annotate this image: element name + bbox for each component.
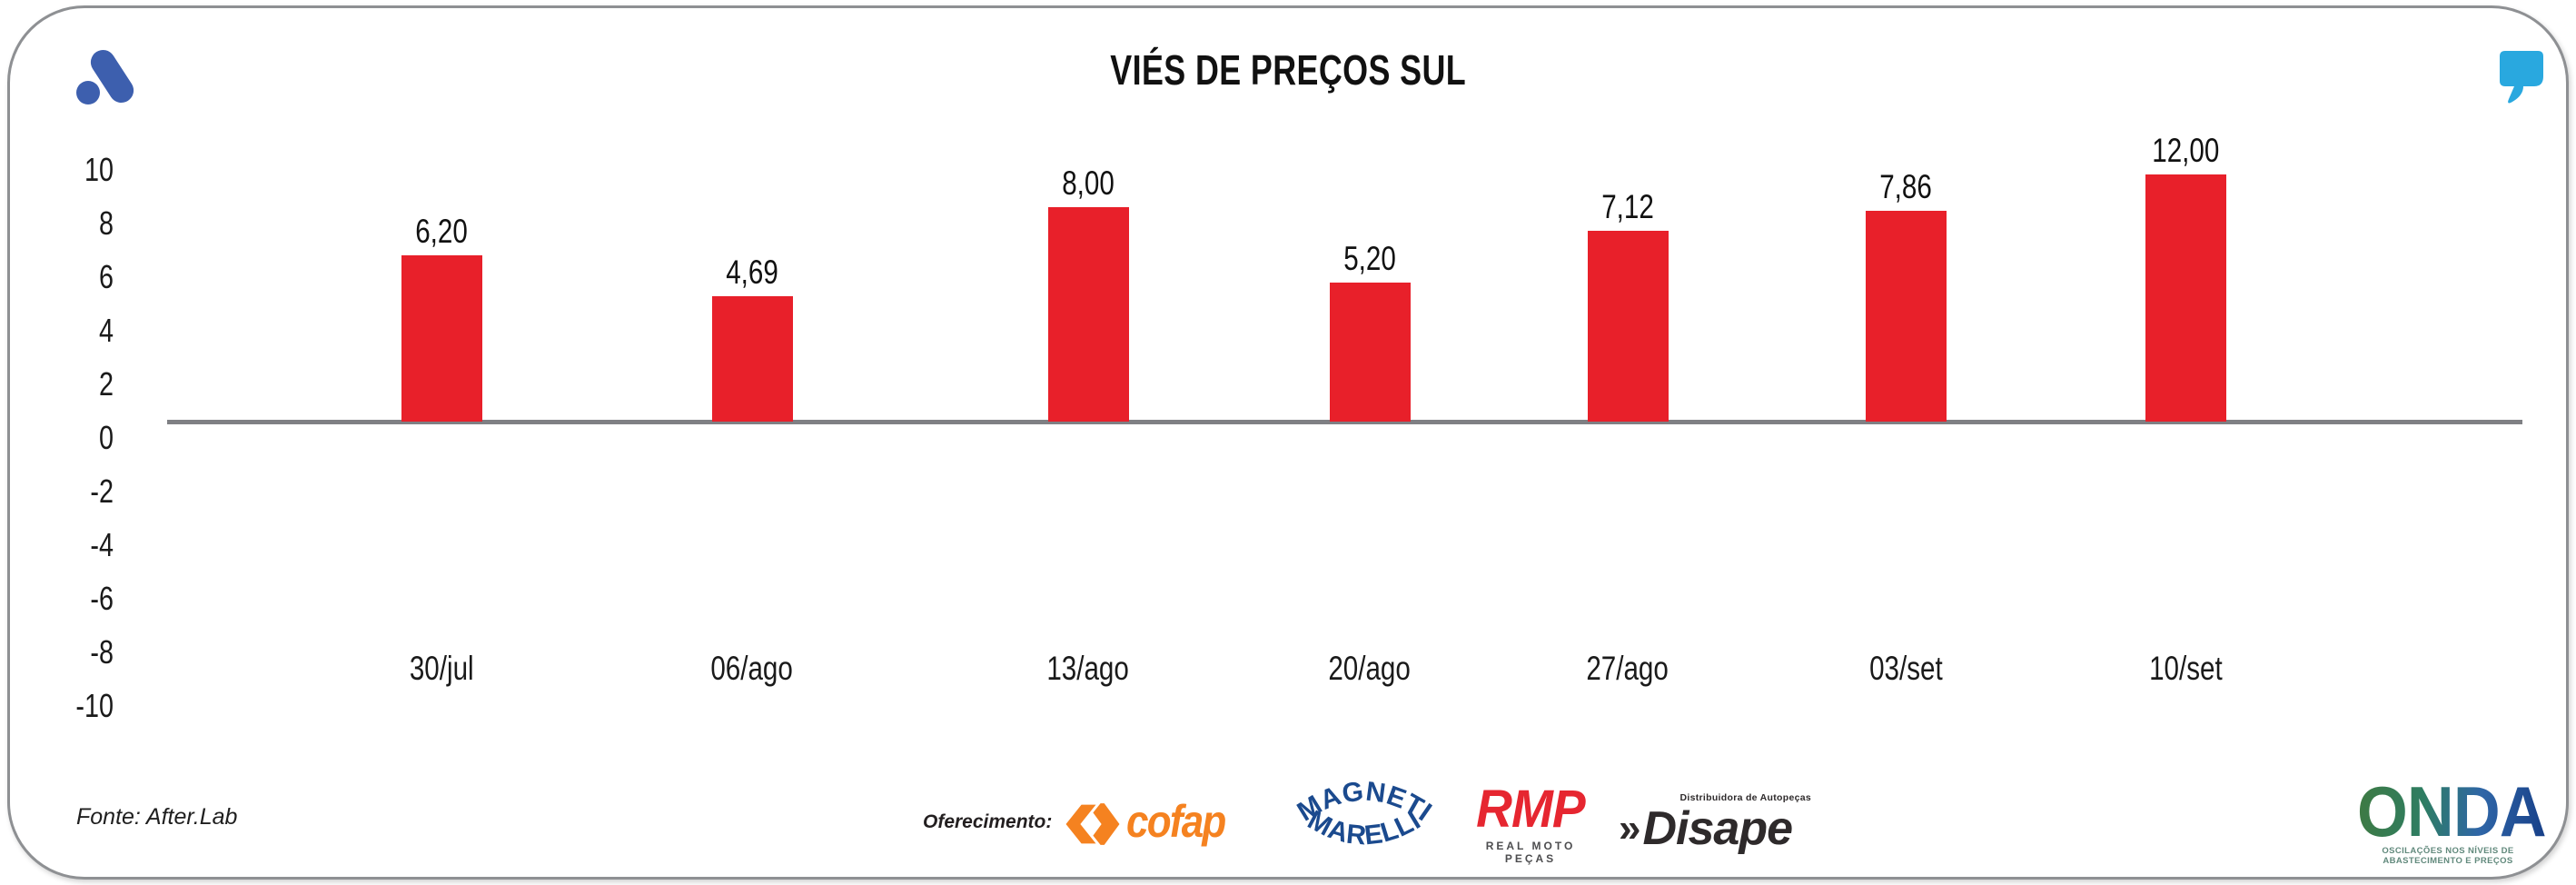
x-axis-label: 10/set — [2148, 650, 2223, 687]
y-axis-tick-label: -4 — [90, 526, 114, 563]
onda-tagline: OSCILAÇÕES NOS NÍVEIS DE ABASTECIMENTO E… — [2382, 846, 2514, 866]
svg-text:MARELLI: MARELLI — [1303, 805, 1426, 851]
x-axis-label: 03/set — [1868, 650, 1943, 687]
y-axis-tick-label: 0 — [98, 419, 114, 456]
y-axis-tick-label: -6 — [90, 580, 114, 617]
rmp-logo: RMP REAL MOTO PEÇAS — [1462, 780, 1599, 866]
rmp-wordmark: RMP — [1476, 780, 1586, 839]
bar-value-label: 5,20 — [1343, 239, 1396, 277]
cofap-logo: cofap — [1126, 796, 1238, 847]
bar-value-label: 7,86 — [1879, 168, 1932, 206]
y-axis-tick-label: 2 — [98, 365, 114, 403]
bar-value-label: 8,00 — [1062, 164, 1115, 202]
disape-guillemets-icon: » — [1619, 806, 1641, 850]
y-axis-tick-label: -10 — [75, 687, 114, 724]
y-axis-tick-label: 6 — [98, 258, 114, 295]
bar — [1587, 230, 1669, 422]
afterlab-logo-icon — [76, 49, 134, 104]
bar — [1329, 282, 1411, 422]
zero-axis-line — [167, 420, 2522, 424]
onda-wordmark: ONDA — [2357, 771, 2547, 851]
x-axis-label: 06/ago — [710, 650, 794, 687]
y-axis-tick-label: -8 — [90, 633, 114, 671]
bar — [1047, 207, 1129, 422]
bar — [401, 255, 482, 422]
page-title: VIÉS DE PREÇOS SUL — [1110, 46, 1466, 94]
x-axis-label: 30/jul — [409, 650, 474, 687]
offering-label: Oferecimento: — [923, 811, 1053, 832]
bar — [2145, 174, 2226, 422]
y-axis-tick-label: -2 — [90, 472, 114, 510]
y-axis-tick-label: 10 — [84, 151, 114, 188]
disape-caption: Distribuidora de Autopeças — [1679, 792, 1811, 803]
x-axis-label: 27/ago — [1586, 650, 1669, 687]
y-axis-tick-label: 8 — [98, 204, 114, 242]
marelli-text: MARELLI — [1303, 805, 1425, 851]
bar — [711, 295, 793, 422]
source-note: Fonte: After.Lab — [76, 804, 238, 830]
chart-title-row: VIÉS DE PREÇOS SUL — [0, 45, 2576, 94]
y-axis-tick-label: 4 — [98, 312, 114, 349]
x-axis-label: 13/ago — [1046, 650, 1130, 687]
bar-value-label: 4,69 — [726, 253, 778, 291]
disape-logo: Distribuidora de Autopeças » Disape — [1619, 792, 1811, 854]
x-axis-label: 20/ago — [1328, 650, 1412, 687]
bar-value-label: 6,20 — [415, 213, 468, 251]
rmp-caption: REAL MOTO PEÇAS — [1485, 840, 1576, 865]
card-frame — [7, 5, 2569, 880]
disape-wordmark: Disape — [1642, 802, 1793, 855]
cofap-wordmark: cofap — [1126, 796, 1226, 847]
onda-logo: ONDA OSCILAÇÕES NOS NÍVEIS DE ABASTECIME… — [2349, 771, 2547, 866]
bar-value-label: 7,12 — [1601, 187, 1654, 225]
bar-value-label: 12,00 — [2151, 132, 2220, 169]
magneti-marelli-logo: MAGNETI MARELLI — [1293, 780, 1435, 851]
quote-icon — [2500, 51, 2543, 104]
cofap-logo-icon — [1063, 801, 1120, 847]
bar — [1865, 211, 1947, 422]
